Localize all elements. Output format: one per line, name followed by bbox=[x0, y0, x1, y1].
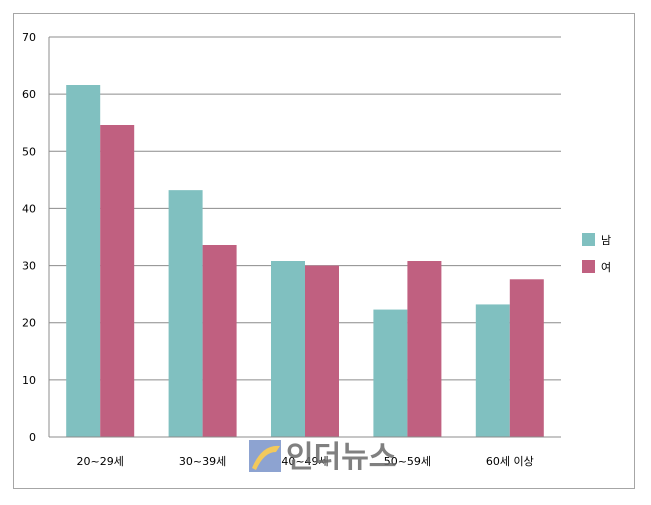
bar bbox=[373, 309, 408, 437]
x-tick-label: 60세 이상 bbox=[486, 455, 534, 468]
bar bbox=[66, 85, 101, 437]
x-tick-label: 40~49세 bbox=[281, 455, 328, 468]
bar bbox=[202, 245, 237, 437]
y-tick-label: 70 bbox=[22, 31, 36, 44]
y-tick-label: 20 bbox=[22, 317, 36, 330]
legend-label: 남 bbox=[601, 234, 611, 247]
bars bbox=[66, 85, 544, 437]
bar bbox=[407, 261, 442, 437]
x-tick-label: 20~29세 bbox=[77, 455, 124, 468]
x-tick-label: 30~39세 bbox=[179, 455, 226, 468]
bar bbox=[168, 190, 203, 437]
legend-swatch bbox=[582, 260, 595, 273]
x-tick-label: 50~59세 bbox=[384, 455, 431, 468]
watermark-text: 인더뉴스 bbox=[286, 440, 396, 475]
y-tick-label: 50 bbox=[22, 145, 36, 158]
bar bbox=[509, 279, 544, 437]
y-axis: 0 10 20 30 40 50 60 70 bbox=[22, 31, 50, 444]
bar bbox=[271, 261, 305, 437]
legend-swatch bbox=[582, 233, 595, 246]
y-tick-label: 0 bbox=[29, 431, 36, 444]
y-tick-label: 60 bbox=[22, 88, 36, 101]
watermark-logo-swoosh bbox=[252, 445, 280, 470]
chart-frame bbox=[13, 13, 635, 489]
legend-label: 여 bbox=[601, 261, 611, 274]
watermark: 인더뉴스 bbox=[249, 440, 396, 475]
y-tick-label: 40 bbox=[22, 202, 36, 215]
legend: 남여 bbox=[582, 233, 611, 274]
y-tick-label: 10 bbox=[22, 374, 36, 387]
bar bbox=[475, 304, 510, 437]
bar bbox=[305, 265, 339, 437]
bar bbox=[100, 125, 135, 437]
x-axis: 20~29세 30~39세 40~49세 50~59세 60세 이상 bbox=[49, 436, 561, 468]
y-tick-label: 30 bbox=[22, 260, 36, 273]
